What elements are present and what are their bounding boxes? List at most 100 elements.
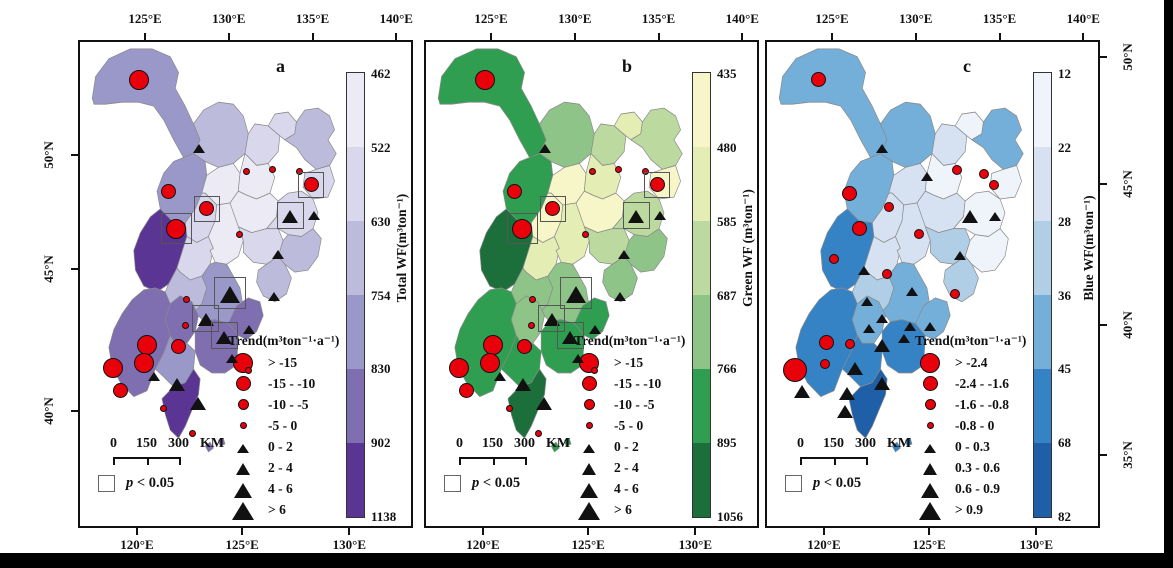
significance-box	[644, 171, 671, 198]
trend-marker-circle	[819, 244, 849, 274]
left-axis-tick	[71, 154, 78, 156]
legend-symbol-cell	[915, 399, 945, 410]
panel-c-scalebar: 0 150 300 KM	[781, 436, 921, 468]
left-axis-tick	[71, 268, 78, 270]
significance-box	[160, 213, 192, 245]
red-circle-symbol	[615, 166, 623, 174]
black-triangle-symbol	[572, 351, 585, 363]
significance-label: p < 0.05	[472, 475, 521, 491]
significance-label: p < 0.05	[126, 475, 175, 491]
black-triangle-symbol	[535, 394, 552, 411]
colorbar-segment	[693, 221, 710, 295]
trend-marker-triangle	[830, 395, 860, 425]
right-axis-label: 35°N	[1120, 441, 1135, 469]
map-island	[905, 437, 913, 447]
red-circle-symbol	[920, 352, 940, 373]
map-region	[208, 202, 244, 265]
red-circle-symbol	[183, 295, 191, 303]
significance-label: p < 0.05	[813, 475, 862, 491]
legend-row: > 0.9	[915, 499, 1101, 520]
trend-marker-circle	[296, 170, 326, 200]
legend-label: -2.4 - -1.6	[955, 375, 1009, 391]
trend-marker-circle	[160, 213, 192, 245]
trend-marker-triangle	[605, 280, 635, 310]
map-region	[554, 202, 590, 265]
trend-marker-triangle	[217, 342, 247, 372]
red-circle-symbol	[516, 338, 532, 354]
legend-label: > -15	[614, 354, 644, 370]
black-triangle-symbol	[169, 375, 186, 392]
colorbar-tick-label: 36	[1058, 287, 1071, 303]
black-triangle-symbol	[538, 141, 551, 153]
trend-marker-circle	[804, 64, 834, 94]
right-axis-tick	[1100, 56, 1107, 58]
trend-marker-triangle	[840, 352, 870, 382]
map-island	[550, 441, 560, 453]
colorbar-segment	[347, 369, 364, 443]
legend-row: -2.4 - -1.6	[915, 373, 1101, 394]
red-circle-symbol	[505, 405, 513, 413]
trend-marker-triangle	[867, 132, 897, 162]
legend-row: 0 - 0.3	[915, 436, 1101, 457]
bottom-axis-tick	[928, 528, 931, 535]
trend-marker-triangle	[787, 375, 817, 405]
black-triangle-symbol	[583, 441, 595, 453]
red-circle-symbol	[819, 359, 830, 370]
red-circle-symbol	[506, 184, 522, 200]
trend-marker-circle	[604, 155, 634, 185]
colorbar-tick-label: 687	[717, 287, 737, 303]
top-axis-tick	[831, 33, 833, 40]
panel-c-colorbar-title: Blue WF(m³ton⁻¹)	[1081, 195, 1096, 301]
black-triangle-symbol	[898, 331, 910, 344]
scalebar-mid-tick	[834, 459, 836, 465]
top-axis-tick	[490, 33, 492, 40]
red-circle-symbol	[581, 376, 597, 391]
legend-label: 2 - 4	[268, 459, 293, 475]
legend-label: -10 - -5	[268, 396, 309, 412]
legend-row: 0.6 - 0.9	[915, 478, 1101, 499]
trend-marker-triangle	[139, 360, 169, 390]
red-circle-symbol	[588, 168, 596, 176]
bottom-axis-label: 130°E	[332, 537, 367, 552]
trend-marker-triangle	[895, 310, 925, 340]
colorbar-tick-label: 754	[371, 287, 391, 303]
trend-marker-circle	[835, 329, 865, 359]
map-island	[891, 441, 901, 453]
trend-marker-triangle	[299, 199, 329, 229]
colorbar-segment	[693, 295, 710, 369]
trend-marker-triangle	[621, 200, 651, 230]
black-triangle-symbol	[515, 375, 532, 392]
black-triangle-symbol	[216, 328, 233, 344]
red-circle-symbol	[235, 376, 251, 391]
red-circle-symbol	[237, 399, 249, 410]
trend-marker-circle	[494, 394, 524, 424]
legend-label: 0.3 - 0.6	[955, 459, 1000, 475]
red-circle-symbol	[583, 399, 595, 410]
top-axis-label: 125°E	[128, 11, 162, 26]
trend-marker-circle	[844, 214, 874, 244]
colorbar-segment	[1034, 73, 1051, 147]
legend-label: 0 - 2	[614, 438, 639, 454]
trend-marker-triangle	[184, 132, 214, 162]
legend-symbol-cell	[228, 399, 258, 410]
black-triangle-symbol	[282, 207, 299, 224]
colorbar-tick-label: 68	[1058, 435, 1071, 451]
red-circle-symbol	[783, 357, 808, 382]
legend-row: -10 - -5	[574, 394, 760, 415]
trend-marker-triangle	[955, 200, 985, 230]
red-circle-symbol	[113, 383, 129, 399]
legend-label: > 6	[614, 501, 632, 517]
red-circle-symbol	[926, 422, 934, 429]
red-circle-symbol	[851, 221, 867, 237]
red-circle-symbol	[581, 231, 589, 239]
colorbar-tick-label: 1138	[371, 509, 397, 524]
legend-label: -10 - -5	[614, 396, 655, 412]
red-circle-symbol	[883, 201, 894, 212]
colorbar-tick-label: 902	[371, 435, 391, 451]
trend-marker-circle	[580, 356, 610, 386]
map-region	[256, 255, 292, 303]
scalebar-bar	[113, 457, 181, 465]
legend-title: Trend(m³ton⁻¹·a⁻¹)	[228, 333, 340, 348]
red-circle-symbol	[239, 422, 247, 429]
left-axis-label: 45°N	[41, 255, 56, 283]
